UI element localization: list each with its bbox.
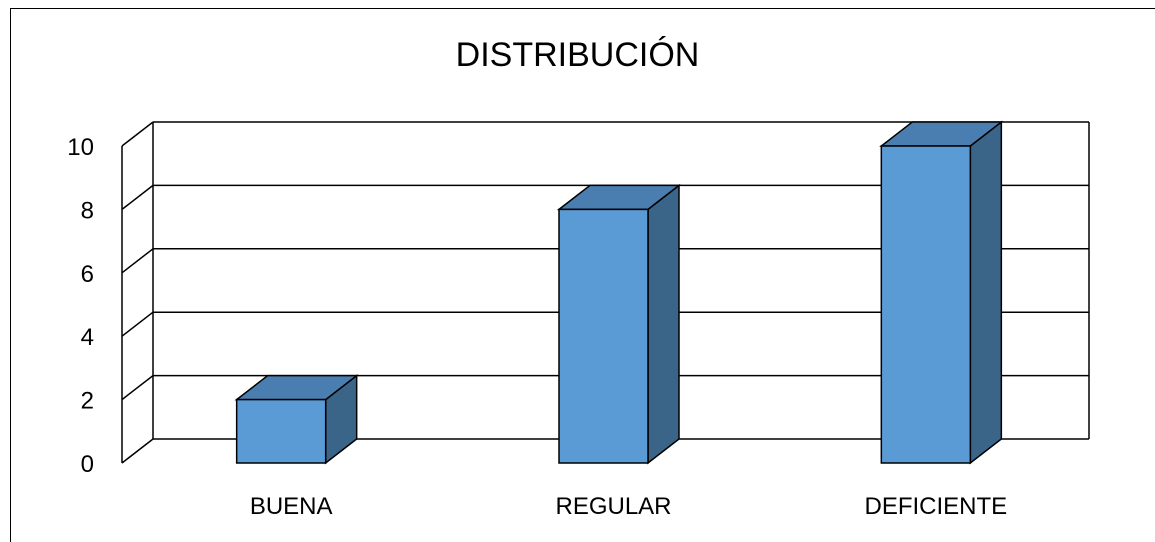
wall-diagonal-2 bbox=[121, 375, 154, 401]
x-tick-label-deficiente: DEFICIENTE bbox=[864, 493, 1007, 520]
wall-diagonal-0 bbox=[121, 438, 154, 464]
chart-frame bbox=[10, 8, 1155, 542]
y-tick-label-4: 4 bbox=[81, 324, 94, 351]
y-tick-label-8: 8 bbox=[81, 197, 94, 224]
wall-diagonal-8 bbox=[121, 184, 154, 210]
x-tick-label-buena: BUENA bbox=[250, 493, 333, 520]
bar-buena bbox=[234, 374, 359, 465]
wall-diagonal-4 bbox=[121, 311, 154, 337]
bar-side-deficiente bbox=[969, 120, 1003, 465]
bar-deficiente bbox=[879, 120, 1004, 465]
y-tick-label-6: 6 bbox=[81, 261, 94, 288]
bar-regular bbox=[556, 183, 682, 465]
y-tick-label-0: 0 bbox=[81, 451, 94, 478]
chart-title: DISTRIBUCIÓN bbox=[455, 36, 700, 74]
labels-layer: 0 2 4 6 8 10 BUENA REGULAR DEFICIENTE bbox=[67, 134, 1007, 520]
wall-diagonal-6 bbox=[121, 248, 154, 274]
axis-layer bbox=[121, 122, 1090, 463]
y-tick-label-10: 10 bbox=[67, 134, 94, 161]
bars-layer bbox=[234, 120, 1004, 465]
x-tick-label-regular: REGULAR bbox=[555, 493, 671, 520]
bar-front-deficiente bbox=[880, 145, 972, 464]
bar-side-regular bbox=[647, 183, 680, 465]
bar-front-regular bbox=[558, 208, 649, 464]
bar-front-buena bbox=[235, 398, 327, 464]
y-tick-label-2: 2 bbox=[81, 388, 94, 415]
wall-diagonal-10 bbox=[121, 121, 154, 147]
